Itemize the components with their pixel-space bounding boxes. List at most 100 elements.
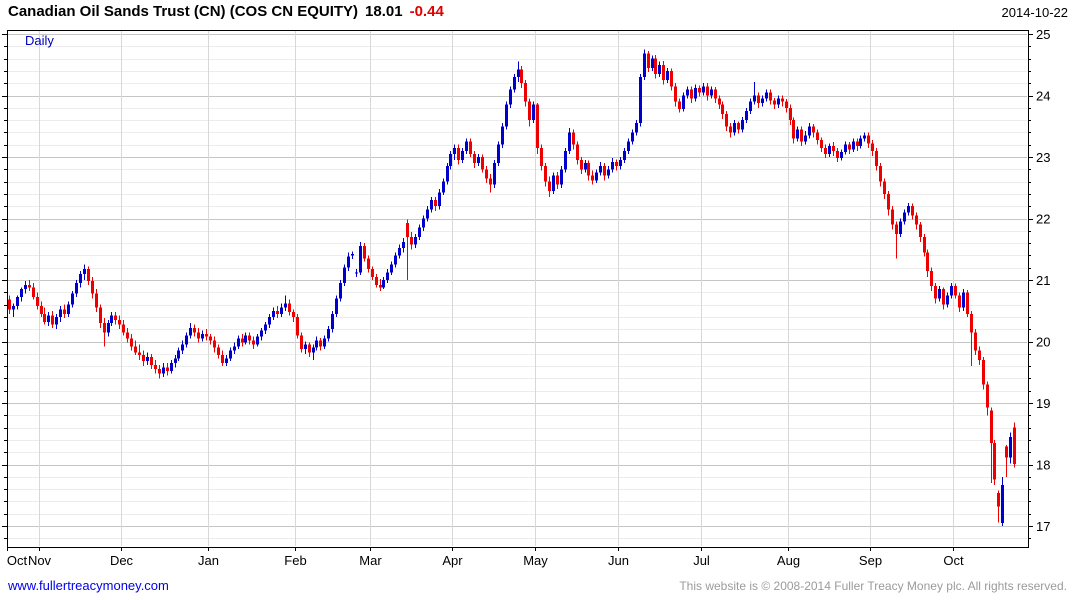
candle-body [181, 344, 184, 351]
candle-body [607, 169, 610, 176]
candle-body [887, 193, 890, 210]
candle-body [16, 297, 19, 306]
candle-body [497, 144, 500, 164]
candle-body [438, 192, 441, 207]
candle-body [789, 107, 792, 121]
candle-body [446, 166, 449, 182]
candle-body [710, 89, 713, 96]
candle-body [248, 335, 251, 341]
candle-body [375, 276, 378, 285]
candle-body [934, 286, 937, 299]
candle-body [107, 323, 110, 333]
candle-body [71, 293, 74, 305]
candle-body [584, 163, 587, 170]
candle-body [477, 157, 480, 164]
candle-body [591, 175, 594, 181]
candle-body [599, 166, 602, 173]
candle-body [520, 69, 523, 84]
x-axis-label: Aug [777, 553, 800, 568]
candle-body [51, 315, 54, 325]
candle-body [40, 305, 43, 314]
x-axis-label: Mar [359, 553, 382, 568]
candle-body [749, 101, 752, 111]
candle-body [990, 410, 993, 443]
candle-body [189, 327, 192, 336]
candle-body [414, 236, 417, 245]
plot-frame [7, 30, 1029, 548]
candle-body [666, 70, 669, 81]
candle-body [418, 227, 421, 237]
candle-body [785, 101, 788, 108]
candle-body [398, 248, 401, 256]
candle-body [465, 141, 468, 151]
candle-body [268, 316, 271, 325]
candle-body [773, 100, 776, 105]
candle-body [359, 246, 362, 273]
candle-body [110, 315, 113, 324]
candle-body [20, 289, 23, 298]
candle-body [942, 289, 945, 305]
candle-body [623, 150, 626, 161]
candle-body [580, 160, 583, 170]
candle-body [725, 113, 728, 127]
candle-body [958, 295, 961, 308]
candle-body [658, 64, 661, 74]
candle-body [741, 120, 744, 130]
candle-body [457, 147, 460, 161]
candle-body [698, 88, 701, 93]
candle-body [449, 153, 452, 167]
candle-body [87, 268, 90, 282]
candle-body [442, 181, 445, 193]
candle-body [517, 69, 520, 78]
candle-body [217, 347, 220, 356]
candle-body [63, 309, 66, 314]
candle-body [260, 330, 263, 337]
candle-body [816, 132, 819, 140]
candle-body [469, 141, 472, 154]
candle-body [1009, 436, 1012, 458]
candle-body [453, 147, 456, 154]
x-axis-label: May [523, 553, 548, 568]
candles [8, 49, 1016, 526]
candle-body [430, 200, 433, 210]
candle-body [339, 283, 342, 299]
candle-body [185, 335, 188, 345]
candle-body [1005, 446, 1008, 458]
candle-body [923, 236, 926, 253]
candle-body [166, 367, 169, 372]
candle-body [576, 144, 579, 161]
candle-body [856, 141, 859, 146]
site-link[interactable]: www.fullertreacymoney.com [8, 578, 169, 593]
candle-body [919, 224, 922, 237]
candle-body [907, 206, 910, 213]
candle-body [351, 254, 354, 256]
candle-body [331, 313, 334, 330]
candle-body [43, 313, 46, 322]
candle-body [686, 89, 689, 96]
candle-body [32, 287, 35, 298]
candle-body [390, 264, 393, 273]
candle-body [229, 350, 232, 359]
candle-body [170, 363, 173, 372]
candle-body [276, 310, 279, 314]
candle-body [863, 135, 866, 139]
x-axis-label: Jul [693, 553, 710, 568]
candle-body [970, 313, 973, 333]
candle-body [556, 175, 559, 185]
candle-body [840, 152, 843, 159]
x-axis-label: Nov [28, 553, 52, 568]
candle-body [134, 346, 137, 353]
candle-body [83, 268, 86, 274]
candle-body [67, 304, 70, 314]
candle-body [244, 335, 247, 343]
candle-body [946, 295, 949, 305]
candle-body [595, 172, 598, 181]
candle-body [312, 347, 315, 353]
candle-body [205, 334, 208, 337]
candle-body [225, 358, 228, 364]
candle-body [706, 86, 709, 96]
candle-body [903, 212, 906, 222]
x-axis-label: Jan [198, 553, 219, 568]
candle-body [221, 355, 224, 364]
candle-body [812, 126, 815, 133]
